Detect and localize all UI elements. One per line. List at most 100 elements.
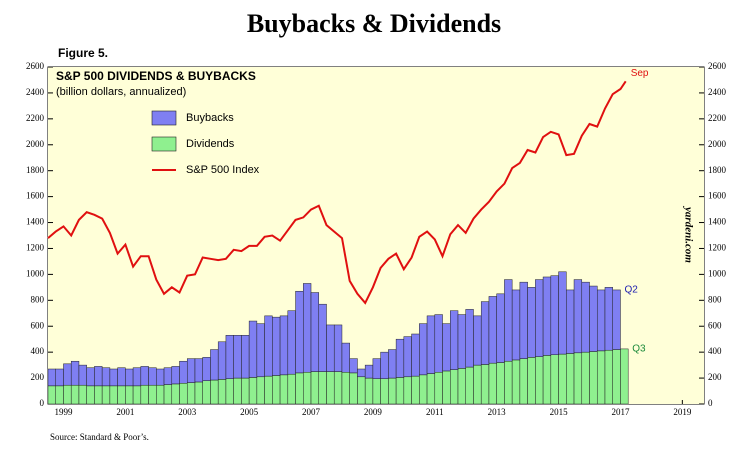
bar [163,367,173,385]
bar [450,310,459,370]
bar [349,372,358,405]
bar [364,377,374,405]
bar [47,385,56,405]
bar [612,349,621,405]
bar [156,384,165,405]
bar [47,368,56,387]
watermark: yardeni.com [682,205,694,263]
bar [94,385,103,405]
bar [364,364,374,379]
bar [148,384,157,405]
figure-label: Figure 5. [58,46,108,60]
y2-tick-label: 2400 [708,87,727,97]
bar [395,338,405,378]
bar [465,366,474,405]
bar [357,368,366,378]
bar [179,360,188,384]
source: Source: Standard & Poor’s. [50,432,149,442]
bar [78,364,87,386]
bar [542,355,552,405]
y-tick-label: 1800 [26,165,45,175]
bar [612,289,621,350]
y-tick-label: 1200 [26,243,45,253]
bar [248,377,258,405]
x-tick-label: 2011 [426,407,444,417]
bar [279,315,289,376]
bar [504,360,513,405]
bar [241,377,250,405]
bar [140,384,149,405]
x-tick-label: 2009 [364,407,383,417]
bar [202,380,211,405]
bar [272,375,281,405]
bar [442,370,451,405]
bar [171,366,180,385]
y2-tick-label: 1400 [708,217,727,227]
bar [248,320,258,378]
bar [148,367,157,386]
bar [163,384,173,405]
bar [604,287,613,351]
x-tick-label: 2001 [116,407,134,417]
bar [372,378,381,405]
bar [101,385,111,405]
x-tick-label: 2007 [302,407,321,417]
bar [78,384,87,405]
y-tick-label: 2400 [26,87,45,97]
y-tick-label: 600 [31,320,45,330]
legend-swatch [151,110,177,126]
bar [496,362,505,405]
y2-tick-label: 2200 [708,113,727,123]
y2-tick-label: 1800 [708,165,727,175]
bar [295,372,304,405]
bar [194,381,203,405]
bar [156,368,165,386]
bar [202,357,211,381]
y-tick-label: 1000 [26,268,45,278]
bar [496,293,505,363]
bar [566,289,575,354]
bar [171,383,180,405]
bar [132,367,142,387]
bar [419,374,428,405]
bar [480,364,490,405]
bar [341,342,350,373]
bar [140,366,149,386]
bar [70,360,80,386]
y-tick-label: 400 [31,346,45,356]
bar [434,371,443,405]
bar [63,363,72,386]
bar [217,341,227,380]
bar [109,385,118,405]
bar [566,353,575,405]
bar [70,384,80,405]
y2-tick-label: 1600 [708,191,727,201]
bar [217,379,227,405]
bar [473,364,482,405]
bar [380,378,389,405]
bar [504,279,513,362]
bar [419,323,428,376]
bar [125,368,134,387]
y-tick-label: 200 [31,372,45,382]
bar [558,271,567,355]
bar [480,301,490,365]
bar [403,376,412,405]
y2-tick-label: 2600 [708,61,727,71]
bar [264,315,273,377]
bar [86,385,95,405]
bar [426,373,436,405]
x-tick-label: 2005 [240,407,259,417]
bar [287,373,296,405]
bar [333,324,343,372]
bar [310,292,320,372]
legend-label: Dividends [186,138,235,150]
bar [395,377,405,405]
bar [186,358,196,383]
y2-tick-label: 200 [708,372,722,382]
y-tick-label: 2600 [26,61,45,71]
bar [457,368,466,405]
bar [457,314,466,369]
legend-swatch [151,136,177,152]
